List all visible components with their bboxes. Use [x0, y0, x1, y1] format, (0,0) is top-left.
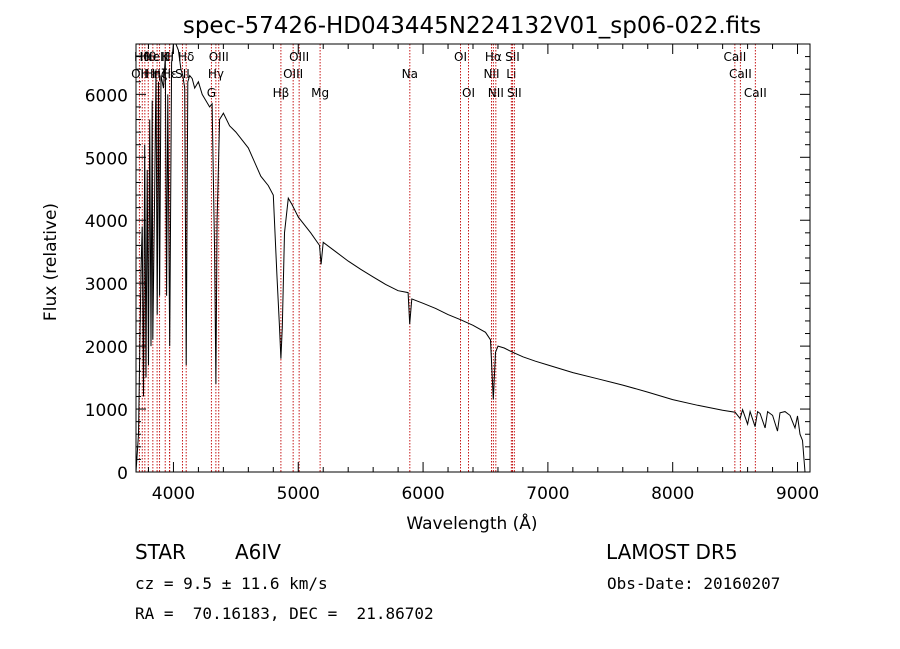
spectral-line-label: Na: [402, 67, 418, 81]
y-tick-label: 3000: [85, 275, 128, 295]
spectral-line-label: Hα: [485, 50, 502, 64]
x-tick-label: 7000: [526, 484, 569, 504]
spectral-line-label: OI: [454, 50, 467, 64]
coordinates: RA = 70.16183, DEC = 21.86702: [135, 604, 434, 623]
spectral-line-label: Hδ: [178, 50, 194, 64]
chart-title: spec-57426-HD043445N224132V01_sp06-022.f…: [183, 13, 761, 39]
y-axis-label: Flux (relative): [41, 203, 61, 321]
x-tick-label: 8000: [651, 484, 694, 504]
spectral-line-label: Hθ: [134, 50, 150, 64]
spectral-line-label: G: [207, 86, 216, 100]
spectral-line-label: Mg: [311, 86, 329, 100]
y-tick-label: 5000: [85, 149, 128, 169]
x-axis-label: Wavelength (Å): [406, 512, 537, 534]
observation-date: Obs-Date: 20160207: [607, 574, 781, 593]
spectral-line-label: OIII: [283, 67, 303, 81]
survey-name: LAMOST DR5: [606, 540, 738, 564]
spectral-line-label: CaII: [744, 86, 767, 100]
object-class: STAR: [135, 540, 186, 564]
spectral-line-label: OII: [131, 67, 148, 81]
spectral-line-label: OIII: [289, 50, 309, 64]
y-tick-label: 1000: [85, 401, 128, 421]
spectral-line-label: Li: [506, 67, 516, 81]
spectral-line-label: NII: [483, 67, 499, 81]
object-subclass: A6IV: [235, 540, 281, 564]
spectral-line-label: SII: [505, 50, 520, 64]
y-axis-ticks: 0 1000 2000 3000 4000 5000 6000: [85, 43, 810, 484]
y-tick-label: 6000: [85, 86, 128, 106]
y-tick-label: 4000: [85, 212, 128, 232]
spectral-line-label: SII: [507, 86, 522, 100]
spectral-line-label: NeIII: [144, 50, 171, 64]
spectral-line-label: OI: [462, 86, 475, 100]
x-tick-label: 5000: [277, 484, 320, 504]
spectrum-line: [135, 43, 806, 473]
y-tick-label: 0: [117, 464, 128, 484]
spectral-line-label: Hβ: [273, 86, 290, 100]
y-tick-label: 2000: [85, 338, 128, 358]
spectral-line-label: OIII: [209, 50, 229, 64]
x-tick-label: 6000: [401, 484, 444, 504]
spectral-line-label: Hθ: [140, 50, 156, 64]
spectral-line-label: Hγ: [208, 67, 224, 81]
spectral-line-label: H: [140, 67, 149, 81]
x-tick-label: 4000: [152, 484, 195, 504]
redshift-cz: cz = 9.5 ± 11.6 km/s: [135, 574, 328, 593]
spectral-line-label: NII: [488, 86, 504, 100]
x-axis-ticks: 4000 5000 6000 7000 8000 9000: [147, 44, 819, 504]
spectral-line-label: CaII: [723, 50, 746, 64]
x-tick-label: 9000: [776, 484, 819, 504]
line-markers: OIIHθHHθHηNeIIIHζKHHεSIIHδGHγOIIIHβOIIIO…: [131, 44, 767, 472]
spectral-line-label: CaII: [729, 67, 752, 81]
